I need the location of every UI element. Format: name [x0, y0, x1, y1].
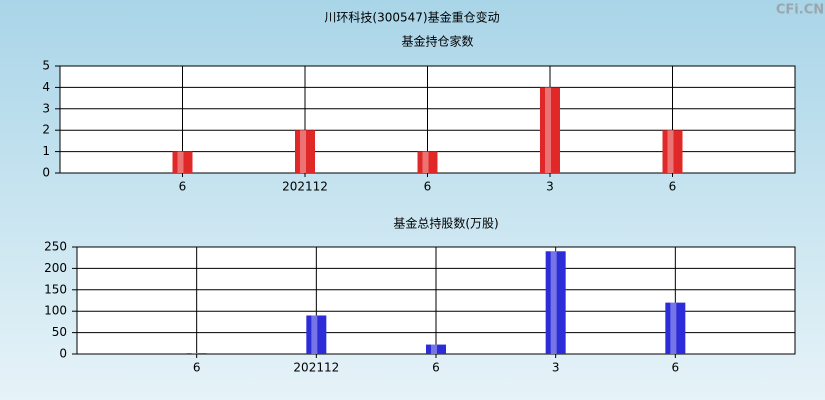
x-tick-label: 3: [546, 180, 554, 194]
y-tick-label: 200: [44, 261, 67, 275]
y-tick-label: 100: [44, 304, 67, 318]
y-tick-label: 150: [44, 282, 67, 296]
page-title: 川环科技(300547)基金重仓变动: [324, 10, 499, 25]
x-tick-label: 202112: [293, 361, 339, 375]
bar-shine: [545, 87, 551, 173]
x-tick-label: 6: [672, 361, 680, 375]
bar: [545, 251, 566, 354]
bar: [172, 151, 193, 173]
x-tick-label: 202112: [282, 180, 328, 194]
y-tick-label: 1: [42, 144, 50, 158]
y-tick-label: 3: [42, 101, 50, 115]
x-tick-label: 3: [552, 361, 560, 375]
bar: [295, 130, 315, 173]
bar-shine: [191, 353, 198, 354]
y-tick-label: 4: [42, 80, 50, 94]
x-tick-label: 6: [424, 180, 432, 194]
bar-shine: [177, 151, 184, 173]
chart-title: 基金持仓家数: [401, 34, 473, 49]
bar: [426, 344, 446, 354]
y-tick-label: 50: [52, 325, 67, 339]
bar-shine: [550, 251, 557, 354]
y-tick-label: 2: [42, 123, 50, 137]
x-tick-label: 6: [432, 361, 440, 375]
x-tick-label: 6: [193, 361, 201, 375]
bar: [662, 130, 683, 173]
bar-shine: [311, 315, 318, 354]
bar: [665, 302, 686, 354]
bar-shine: [670, 302, 677, 354]
watermark: CFi.CN: [776, 3, 824, 18]
y-tick-label: 0: [42, 166, 50, 180]
bar-shine: [422, 151, 429, 173]
bar: [306, 315, 327, 354]
bar: [417, 151, 438, 173]
bar-shine: [300, 130, 306, 173]
y-tick-label: 0: [59, 347, 67, 361]
bar-shine: [667, 130, 674, 173]
bar: [540, 87, 560, 173]
bar-shine: [431, 344, 437, 354]
y-tick-label: 5: [42, 59, 50, 73]
bar: [186, 353, 207, 354]
chart-title: 基金总持股数(万股): [393, 216, 498, 231]
x-tick-label: 6: [179, 180, 187, 194]
x-tick-label: 6: [669, 180, 677, 194]
y-tick-label: 250: [44, 240, 67, 254]
